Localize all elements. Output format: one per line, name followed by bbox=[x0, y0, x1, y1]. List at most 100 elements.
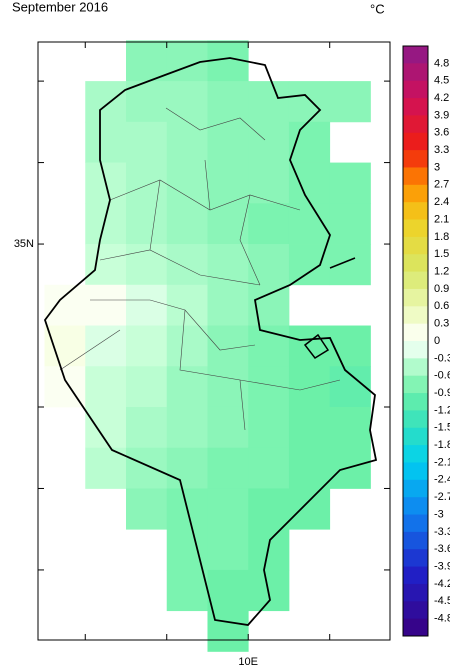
colorbar-segment bbox=[403, 462, 428, 481]
grid-cell bbox=[207, 325, 249, 367]
colorbar-tick-label: -0.3 bbox=[434, 352, 450, 364]
grid-cell bbox=[248, 488, 290, 530]
colorbar-tick-label: -4.5 bbox=[434, 595, 450, 607]
grid-cell bbox=[288, 162, 331, 204]
colorbar-segment bbox=[403, 427, 428, 446]
colorbar-tick-label: 1.2 bbox=[434, 265, 449, 277]
colorbar-tick-label: -3.6 bbox=[434, 543, 450, 555]
grid-cell bbox=[126, 406, 168, 449]
grid-cell bbox=[207, 162, 249, 204]
colorbar-segment bbox=[403, 375, 428, 394]
colorbar-tick-label: -2.7 bbox=[434, 491, 450, 503]
colorbar-tick-label: -2.1 bbox=[434, 456, 450, 468]
colorbar-tick-label: -2.4 bbox=[434, 474, 450, 486]
grid-cell bbox=[126, 40, 168, 82]
colorbar-tick-label: 1.5 bbox=[434, 248, 449, 260]
grid-cell bbox=[85, 284, 127, 326]
grid-cell bbox=[248, 203, 290, 245]
grid-cell bbox=[85, 447, 127, 489]
colorbar-tick-label: 3.3 bbox=[434, 144, 449, 156]
grid-cell bbox=[126, 121, 168, 163]
grid-cell bbox=[207, 244, 249, 286]
x-tick-label: 10E bbox=[238, 656, 258, 668]
colorbar-tick-label: 2.4 bbox=[434, 196, 449, 208]
colorbar-segment bbox=[403, 549, 428, 568]
colorbar-segment bbox=[403, 202, 428, 221]
grid-cell bbox=[248, 406, 290, 449]
grid-cell bbox=[248, 284, 290, 326]
colorbar-segment bbox=[403, 410, 428, 429]
colorbar-tick-label: 0.9 bbox=[434, 283, 449, 295]
colorbar-segment bbox=[403, 236, 428, 255]
colorbar-segment bbox=[403, 306, 428, 325]
grid-cell bbox=[248, 366, 290, 408]
grid-cell bbox=[207, 488, 249, 530]
colorbar-segment bbox=[403, 63, 428, 82]
grid-cell bbox=[248, 162, 290, 204]
grid-cell bbox=[207, 569, 249, 612]
y-tick-label: 35N bbox=[14, 238, 34, 250]
grid-cell bbox=[329, 325, 371, 367]
colorbar: 4.8 4.5 4.2 3.9 3.6 3.3 3 2.7 2.4 2.1 1.8 1.5 1.2 0.9… bbox=[403, 46, 450, 637]
colorbar-tick-label: 3 bbox=[434, 161, 440, 173]
grid-cell bbox=[126, 162, 168, 204]
colorbar-tick-label: -1.8 bbox=[434, 439, 450, 451]
colorbar-tick-label: -1.5 bbox=[434, 422, 450, 434]
grid-cell bbox=[329, 244, 371, 286]
grid-cell bbox=[288, 244, 331, 286]
colorbar-tick-label: -0.6 bbox=[434, 370, 450, 382]
colorbar-segment bbox=[403, 393, 428, 411]
grid-cell bbox=[126, 488, 168, 530]
cells bbox=[44, 40, 371, 652]
colorbar-tick-label: 3.6 bbox=[434, 127, 449, 139]
colorbar-segment bbox=[403, 80, 428, 99]
grid-cell bbox=[166, 366, 208, 408]
colorbar-tick-label: 4.2 bbox=[434, 92, 449, 104]
grid-cell bbox=[166, 284, 208, 326]
grid-cell bbox=[166, 81, 208, 123]
governorate-lines bbox=[59, 107, 341, 431]
grid-cell bbox=[207, 81, 249, 123]
colorbar-segment bbox=[403, 46, 428, 64]
colorbar-segment bbox=[403, 98, 428, 116]
grid-cell bbox=[166, 406, 208, 449]
colorbar-tick-label: 2.1 bbox=[434, 213, 449, 225]
colorbar-tick-label: -3.3 bbox=[434, 526, 450, 538]
colorbar-segment bbox=[403, 341, 428, 359]
colorbar-tick-label: -4.2 bbox=[434, 578, 450, 590]
colorbar-segment bbox=[403, 323, 428, 342]
colorbar-segment bbox=[403, 583, 428, 602]
grid-cell bbox=[166, 203, 208, 245]
grid-cell bbox=[248, 244, 290, 286]
title: September 2016 bbox=[12, 0, 108, 14]
colorbar-segment bbox=[403, 601, 428, 620]
grid-cell bbox=[85, 121, 127, 163]
outline bbox=[43, 57, 378, 626]
grid-cell bbox=[248, 81, 290, 123]
grid-cell bbox=[126, 284, 168, 326]
grid-cell bbox=[288, 447, 331, 489]
grid-cell bbox=[288, 325, 331, 367]
grid-cell bbox=[166, 325, 208, 367]
grid-cell bbox=[207, 529, 249, 571]
grid-cell bbox=[166, 121, 208, 163]
colorbar-segment bbox=[403, 115, 428, 134]
colorbar-tick-label: 4.8 bbox=[434, 57, 449, 69]
grid-cell bbox=[288, 406, 331, 449]
grid-cell bbox=[126, 366, 168, 408]
colorbar-tick-label: -3.9 bbox=[434, 560, 450, 572]
grid-cell bbox=[329, 81, 371, 123]
unit: °C bbox=[370, 1, 385, 16]
grid-cell bbox=[166, 447, 208, 489]
colorbar-tick-label: -0.9 bbox=[434, 387, 450, 399]
colorbar-tick-label: -4.8 bbox=[434, 613, 450, 625]
grid-cell bbox=[85, 203, 127, 245]
grid-cell bbox=[329, 203, 371, 245]
grid-cell bbox=[207, 406, 249, 449]
grid-cell bbox=[329, 447, 371, 489]
ticks: 10E 35N bbox=[14, 42, 390, 668]
colorbar-segment bbox=[403, 150, 428, 168]
colorbar-segment bbox=[403, 566, 428, 585]
grid-cell bbox=[329, 406, 371, 449]
